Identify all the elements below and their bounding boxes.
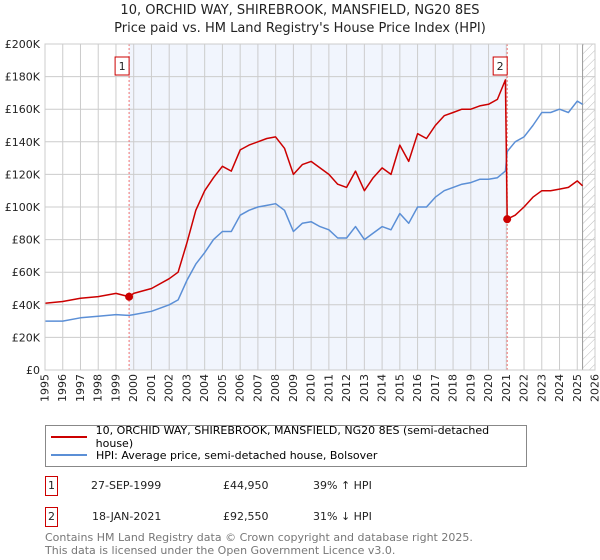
- x-tick-label: 2020: [482, 374, 495, 402]
- x-tick-label: 1995: [39, 374, 52, 402]
- legend-item-property: 10, ORCHID WAY, SHIREBROOK, MANSFIELD, N…: [51, 424, 526, 450]
- sale-marker-box: [492, 56, 508, 76]
- sale-point: [503, 215, 512, 224]
- x-tick-label: 2000: [127, 374, 140, 402]
- sale-point: [125, 292, 134, 301]
- x-tick-label: 1998: [92, 374, 105, 402]
- x-tick-label: 2017: [429, 374, 442, 402]
- sale-marker-number: 2: [497, 60, 504, 73]
- sale-marker-label: 1: [45, 476, 58, 496]
- x-tick-label: 2001: [145, 374, 158, 402]
- x-tick-label: 2004: [198, 374, 211, 402]
- legend-item-hpi: HPI: Average price, semi-detached house,…: [51, 447, 377, 463]
- y-tick-label: £140K: [5, 136, 41, 149]
- x-tick-label: 2014: [376, 374, 389, 402]
- footer-line-2: This data is licensed under the Open Gov…: [45, 544, 396, 557]
- legend-swatch-property: [51, 436, 87, 438]
- y-tick-label: £0: [26, 364, 40, 377]
- footer-line-1: Contains HM Land Registry data © Crown c…: [45, 531, 473, 544]
- plot-area: 1995 1996 1997 1998 1999 2000 2001 2002 2003 2004…: [5, 38, 600, 402]
- sale-marker-box: [114, 56, 130, 76]
- x-tick-label: 2024: [553, 374, 566, 402]
- x-tick-label: 2010: [305, 374, 318, 402]
- x-tick-label: 2005: [216, 374, 229, 402]
- x-tick-label: 1999: [109, 374, 122, 402]
- y-tick-label: £200K: [5, 38, 41, 51]
- y-tick-label: £60K: [12, 266, 41, 279]
- x-tick-label: 2008: [269, 374, 282, 402]
- x-tick-label: 2023: [535, 374, 548, 402]
- plot-border: [44, 43, 596, 371]
- legend: 10, ORCHID WAY, SHIREBROOK, MANSFIELD, N…: [45, 424, 527, 467]
- sale-marker-label: 2: [45, 507, 58, 527]
- y-tick-label: £80K: [12, 234, 41, 247]
- y-tick-label: £180K: [5, 71, 41, 84]
- sale-hpi-diff: 39% ↑ HPI: [313, 479, 372, 492]
- x-tick-label: 2021: [500, 374, 513, 402]
- y-tick-label: £100K: [5, 201, 41, 214]
- x-tick-label: 2003: [180, 374, 193, 402]
- sale-hpi-diff: 31% ↓ HPI: [313, 510, 372, 523]
- x-tick-label: 2016: [411, 374, 424, 402]
- x-tick-label: 2022: [518, 374, 531, 402]
- chart-title: 10, ORCHID WAY, SHIREBROOK, MANSFIELD, N…: [120, 3, 480, 18]
- x-tick-label: 2006: [234, 374, 247, 402]
- y-tick-label: £40K: [12, 299, 41, 312]
- x-tick-label: 1996: [56, 374, 69, 402]
- sale-price: £92,550: [223, 510, 269, 523]
- x-tick-label: 1997: [74, 374, 87, 402]
- y-tick-label: £20K: [12, 331, 41, 344]
- x-tick-label: 2002: [163, 374, 176, 402]
- y-tick-label: £160K: [5, 103, 41, 116]
- sale-marker-number: 1: [119, 60, 126, 73]
- x-tick-label: 2026: [589, 374, 600, 402]
- x-tick-label: 2025: [571, 374, 584, 402]
- chart-subtitle: Price paid vs. HM Land Registry's House …: [114, 21, 486, 36]
- y-tick-label: £120K: [5, 168, 41, 181]
- sale-date: 27-SEP-1999: [91, 479, 162, 492]
- x-tick-label: 2009: [287, 374, 300, 402]
- x-tick-label: 2011: [322, 374, 335, 402]
- legend-label-hpi: HPI: Average price, semi-detached house,…: [96, 448, 378, 462]
- property-price-line: [44, 79, 584, 304]
- sale-price: £44,950: [223, 479, 269, 492]
- legend-swatch-hpi: [51, 454, 87, 456]
- legend-label-property: 10, ORCHID WAY, SHIREBROOK, MANSFIELD, N…: [95, 424, 490, 450]
- x-tick-label: 2019: [464, 374, 477, 402]
- x-tick-label: 2012: [340, 374, 353, 402]
- x-tick-label: 2018: [447, 374, 460, 402]
- sale-date: 18-JAN-2021: [92, 510, 162, 523]
- x-tick-label: 2007: [251, 374, 264, 402]
- x-tick-label: 2013: [358, 374, 371, 402]
- x-tick-label: 2015: [393, 374, 406, 402]
- footer: Contains HM Land Registry data © Crown c…: [45, 531, 473, 557]
